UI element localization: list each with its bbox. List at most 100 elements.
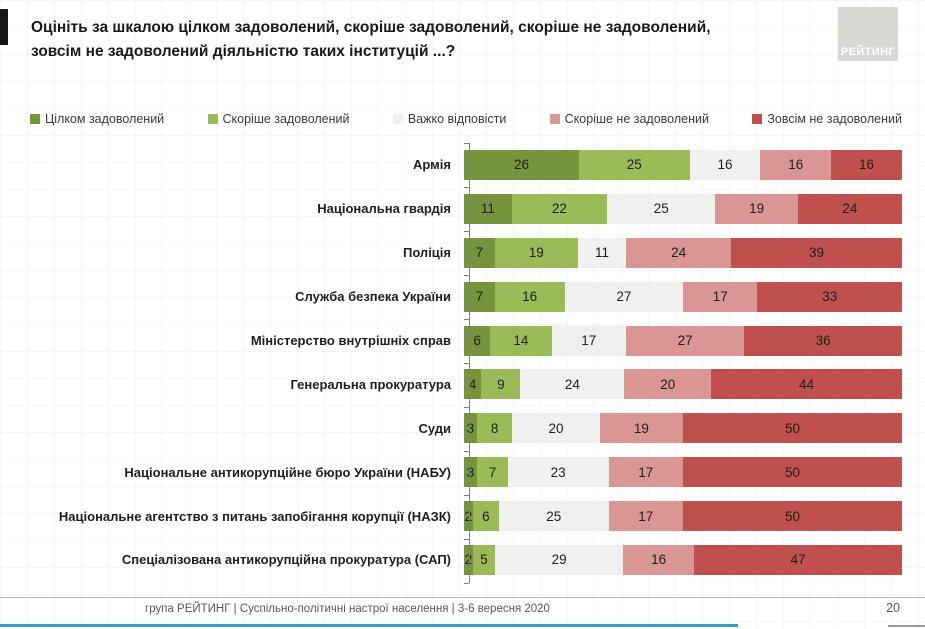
legend-item: Цілком задоволений — [30, 112, 164, 126]
bar-segment: 23 — [507, 457, 609, 488]
bar-segment: 16 — [494, 281, 565, 312]
bar-segment: 2 — [464, 501, 473, 532]
stacked-bar: 6 14 17 27 36 — [464, 325, 902, 356]
rating-logo: РЕЙТИНГ — [838, 7, 898, 61]
bar-segment: 17 — [608, 457, 683, 488]
axis-tick — [464, 583, 469, 584]
legend-swatch-icon — [752, 114, 763, 124]
bar-segment: 14 — [490, 325, 552, 356]
bar-segment: 19 — [599, 413, 683, 444]
axis-tick — [464, 407, 469, 408]
bar-segment: 50 — [682, 457, 902, 488]
category-label: Поліція — [402, 245, 451, 261]
rating-logo-label: РЕЙТИНГ — [840, 46, 896, 58]
bar-segment: 24 — [626, 237, 732, 268]
chart-row: Спеціалізована антикорупційна прокуратур… — [25, 538, 903, 582]
bar-segment: 6 — [472, 501, 500, 532]
title-accent-bar — [0, 9, 8, 45]
bar-segment: 36 — [744, 325, 902, 356]
bar-segment: 39 — [731, 237, 902, 268]
stacked-bar: 26 25 16 16 16 — [464, 149, 902, 180]
stacked-bar: 3 8 20 19 50 — [464, 413, 902, 444]
chart-row: Міністерство внутрішніх справ 6 14 17 27 36 — [25, 319, 903, 363]
stacked-bar: 7 19 11 24 39 — [464, 237, 902, 268]
bar-segment: 44 — [711, 369, 902, 400]
category-axis — [463, 143, 470, 584]
page-number: 20 — [886, 601, 900, 615]
bottom-accent-line — [0, 624, 738, 627]
chart-row: Поліція 7 19 11 24 39 — [25, 231, 903, 275]
bar-segment: 17 — [682, 281, 758, 312]
category-label: Національне агентство з питань запобіган… — [58, 508, 451, 524]
bar-segment: 47 — [694, 544, 902, 575]
legend-item: Скоріше не задоволений — [549, 112, 709, 126]
bar-segment: 26 — [464, 149, 580, 180]
category-label: Армія — [413, 157, 451, 173]
axis-tick — [464, 363, 469, 364]
axis-tick — [464, 451, 469, 452]
bar-segment: 17 — [551, 325, 627, 356]
category-label: Генеральна прокуратура — [290, 376, 451, 392]
legend-item: Скоріше задоволений — [207, 112, 350, 126]
bar-segment: 20 — [624, 369, 712, 400]
bar-segment: 19 — [494, 237, 578, 268]
bar-segment: 27 — [564, 281, 683, 312]
stacked-bar: 7 16 27 17 33 — [464, 281, 902, 312]
category-label: Національна гвардія — [317, 201, 451, 217]
legend-label: Важко відповісти — [407, 112, 507, 126]
bar-segment: 3 — [464, 457, 478, 488]
bar-segment: 22 — [511, 193, 608, 224]
chart-row: Генеральна прокуратура 4 9 24 20 44 — [25, 362, 903, 406]
bar-segment: 27 — [626, 325, 745, 356]
axis-tick — [464, 143, 469, 144]
bar-segment: 19 — [715, 193, 798, 224]
legend-swatch-icon — [549, 114, 560, 124]
axis-tick — [464, 319, 469, 320]
legend-item: Важко відповісти — [392, 112, 507, 126]
footer-divider — [0, 597, 925, 598]
slide-title-line2: зовсім не задоволений діяльністю таких і… — [31, 43, 456, 61]
bar-segment: 17 — [608, 501, 683, 532]
bar-segment: 16 — [623, 544, 695, 575]
chart-row: Національна гвардія 11 22 25 19 24 — [25, 187, 903, 231]
stacked-bar: 2 5 29 16 47 — [464, 544, 902, 575]
category-label: Спеціалізована антикорупційна прокуратур… — [121, 552, 451, 568]
bar-segment: 2 — [464, 544, 473, 575]
legend-label: Скоріше не задоволений — [564, 112, 709, 126]
bar-segment: 24 — [797, 193, 902, 224]
bar-segment: 29 — [494, 544, 624, 575]
legend-label: Скоріше задоволений — [222, 112, 350, 126]
bar-segment: 9 — [481, 369, 521, 400]
bar-segment: 33 — [757, 281, 902, 312]
category-label: Міністерство внутрішніх справ — [250, 333, 451, 348]
category-label: Національне антикорупційне бюро України … — [124, 464, 451, 480]
axis-tick — [464, 187, 469, 188]
stacked-bar-chart: Армія 26 25 16 16 16 Національна гвардія 11 22 25… — [25, 143, 903, 583]
axis-tick — [464, 539, 469, 540]
bar-segment: 6 — [464, 325, 491, 356]
bottom-gray-line — [888, 625, 925, 627]
axis-tick — [464, 275, 469, 276]
chart-row: Національне агентство з питань запобіган… — [25, 494, 903, 538]
legend-swatch-icon — [392, 114, 403, 124]
slide-title-line1: Оцініть за шкалою цілком задоволений, ск… — [31, 19, 711, 36]
bar-segment: 25 — [579, 149, 690, 180]
stacked-bar: 3 7 23 17 50 — [464, 457, 902, 488]
chart-row: Національне антикорупційне бюро України … — [25, 450, 903, 494]
bar-segment: 16 — [831, 149, 902, 180]
bar-segment: 8 — [477, 413, 513, 444]
bar-segment: 5 — [472, 544, 495, 575]
bar-segment: 3 — [464, 413, 478, 444]
chart-row: Суди 3 8 20 19 50 — [25, 406, 903, 450]
stacked-bar: 2 6 25 17 50 — [464, 501, 902, 532]
chart-legend: Цілком задоволений Скоріше задоволений Важ… — [30, 112, 902, 126]
axis-tick — [464, 495, 469, 496]
stacked-bar: 4 9 24 20 44 — [464, 369, 902, 400]
stacked-bar: 11 22 25 19 24 — [464, 193, 902, 224]
legend-label: Зовсім не задоволений — [767, 112, 902, 126]
legend-swatch-icon — [30, 114, 40, 124]
bar-segment: 11 — [464, 193, 512, 224]
bar-segment: 4 — [464, 369, 482, 400]
legend-swatch-icon — [207, 114, 218, 124]
bar-segment: 24 — [520, 369, 625, 400]
